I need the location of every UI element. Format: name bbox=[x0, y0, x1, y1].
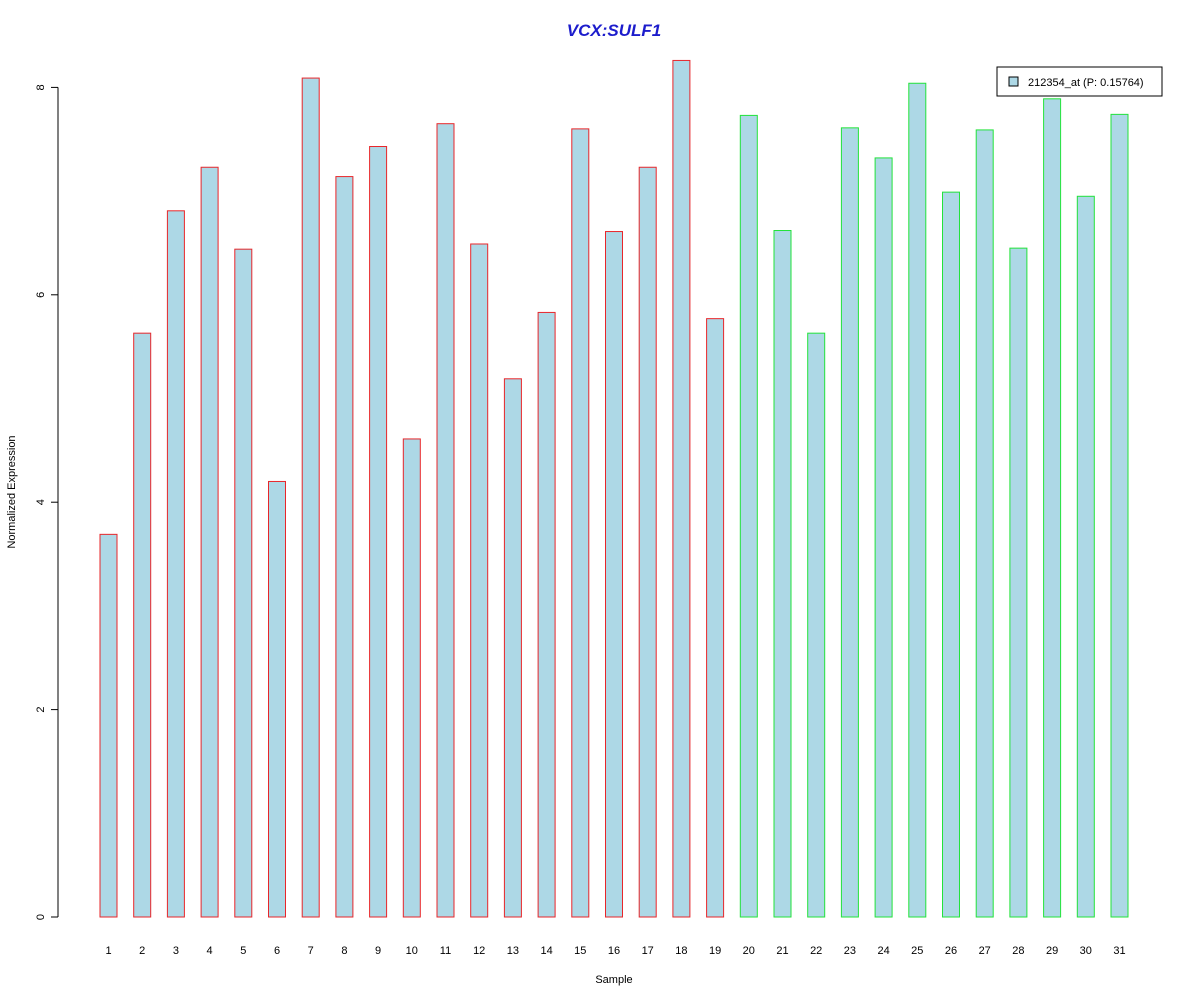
x-tick-label: 10 bbox=[406, 945, 418, 957]
legend-label: 212354_at (P: 0.15764) bbox=[1028, 77, 1144, 89]
x-tick-label: 16 bbox=[608, 945, 620, 957]
x-tick-label: 17 bbox=[642, 945, 654, 957]
bar-sample-10 bbox=[402, 438, 421, 918]
x-tick-label: 29 bbox=[1046, 945, 1058, 957]
x-tick-label: 7 bbox=[308, 945, 314, 957]
bar-sample-19 bbox=[706, 318, 725, 918]
bar-sample-17 bbox=[638, 166, 657, 918]
x-tick-label: 27 bbox=[979, 945, 991, 957]
bar-sample-28 bbox=[1009, 247, 1028, 918]
x-tick-label: 31 bbox=[1113, 945, 1125, 957]
x-tick-label: 6 bbox=[274, 945, 280, 957]
x-tick-label: 21 bbox=[776, 945, 788, 957]
bar-sample-8 bbox=[335, 176, 354, 918]
bar-sample-3 bbox=[166, 210, 185, 918]
bar-sample-27 bbox=[975, 129, 994, 918]
bar-sample-7 bbox=[301, 77, 320, 918]
x-tick-label: 8 bbox=[341, 945, 347, 957]
chart-title: VCX:SULF1 bbox=[567, 21, 661, 40]
bar-sample-25 bbox=[908, 82, 927, 918]
y-tick-label: 4 bbox=[35, 499, 47, 505]
bar-sample-21 bbox=[773, 230, 792, 918]
x-tick-label: 30 bbox=[1080, 945, 1092, 957]
bar-sample-22 bbox=[807, 332, 826, 918]
x-tick-label: 28 bbox=[1012, 945, 1024, 957]
bar-sample-18 bbox=[672, 59, 691, 918]
bar-sample-31 bbox=[1110, 113, 1129, 918]
x-tick-label: 11 bbox=[440, 945, 451, 957]
y-axis-label: Normalized Expression bbox=[6, 435, 18, 548]
bar-sample-6 bbox=[268, 480, 286, 918]
x-tick-label: 20 bbox=[743, 945, 755, 957]
x-tick-label: 22 bbox=[810, 945, 822, 957]
bar-sample-2 bbox=[133, 332, 152, 918]
bars bbox=[99, 59, 1129, 918]
x-tick-label: 26 bbox=[945, 945, 957, 957]
x-tick-label: 2 bbox=[139, 945, 145, 957]
bar-sample-24 bbox=[874, 157, 893, 918]
y-tick-label: 0 bbox=[35, 914, 47, 920]
y-tick-label: 8 bbox=[35, 84, 47, 90]
x-tick-label: 13 bbox=[507, 945, 519, 957]
x-tick-label: 5 bbox=[240, 945, 246, 957]
x-tick-label: 4 bbox=[207, 945, 213, 957]
y-tick-label: 6 bbox=[35, 292, 47, 298]
bar-sample-12 bbox=[470, 243, 489, 918]
x-tick-labels: 1 2 3 4 5 6 7 8 9 10 11 12 13 14 15 16 17 18 19 20 21 22 23 24 2… bbox=[105, 945, 1125, 957]
legend-swatch bbox=[1008, 76, 1019, 87]
bar-sample-5 bbox=[234, 248, 253, 918]
x-tick-label: 24 bbox=[877, 945, 889, 957]
x-tick-label: 1 bbox=[105, 945, 111, 957]
legend-box bbox=[996, 66, 1163, 97]
legend: 212354_at (P: 0.15764) bbox=[996, 66, 1163, 97]
bar-sample-23 bbox=[840, 127, 859, 918]
bar-sample-11 bbox=[436, 123, 455, 918]
x-tick-label: 9 bbox=[375, 945, 381, 957]
x-axis-label: Sample bbox=[595, 974, 632, 986]
x-tick-label: 12 bbox=[473, 945, 485, 957]
bar-sample-26 bbox=[942, 191, 960, 918]
bar-sample-20 bbox=[739, 114, 758, 918]
x-tick-label: 14 bbox=[540, 945, 552, 957]
x-tick-label: 25 bbox=[911, 945, 923, 957]
bar-sample-15 bbox=[571, 128, 590, 918]
bar-sample-29 bbox=[1043, 98, 1062, 918]
x-tick-label: 3 bbox=[173, 945, 179, 957]
bar-sample-16 bbox=[605, 231, 623, 918]
bar-sample-30 bbox=[1076, 195, 1095, 918]
bar-sample-9 bbox=[369, 146, 388, 918]
bar-sample-14 bbox=[537, 311, 556, 918]
y-tick-label: 2 bbox=[35, 707, 47, 713]
x-tick-label: 23 bbox=[844, 945, 856, 957]
y-axis: 0 2 4 6 8 bbox=[35, 84, 59, 920]
x-tick-label: 19 bbox=[709, 945, 721, 957]
x-tick-label: 18 bbox=[675, 945, 687, 957]
x-tick-label: 15 bbox=[574, 945, 586, 957]
bar-sample-1 bbox=[99, 533, 118, 918]
bar-sample-13 bbox=[503, 378, 522, 918]
bar-sample-4 bbox=[200, 166, 219, 918]
